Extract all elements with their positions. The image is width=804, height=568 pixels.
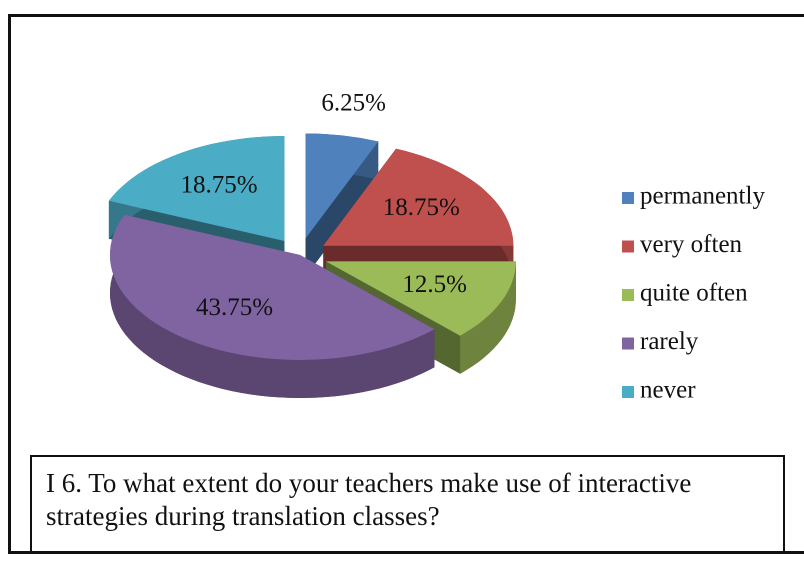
data-label: 12.5% — [402, 271, 467, 298]
legend-swatch — [622, 192, 634, 204]
slice — [110, 214, 435, 360]
data-label: 18.75% — [180, 172, 257, 199]
slice-side — [460, 261, 516, 374]
legend-label: rarely — [640, 328, 699, 355]
chart-title: I 6. To what extent do your teachers mak… — [30, 455, 785, 553]
slice — [323, 148, 514, 246]
legend-label: never — [640, 377, 696, 404]
slice — [325, 261, 516, 336]
data-label: 6.25% — [321, 89, 386, 116]
legend-swatch — [622, 240, 634, 253]
data-label: 18.75% — [383, 194, 460, 221]
legend-label: permanently — [640, 183, 765, 210]
data-label: 43.75% — [196, 294, 273, 321]
slice-side — [110, 214, 435, 398]
legend-swatch — [622, 386, 634, 398]
legend-swatch — [622, 289, 634, 301]
slice — [305, 133, 379, 239]
slice — [108, 136, 285, 241]
legend-swatch — [622, 337, 634, 350]
legend-label: very often — [640, 231, 743, 258]
legend-label: quite often — [640, 280, 748, 307]
